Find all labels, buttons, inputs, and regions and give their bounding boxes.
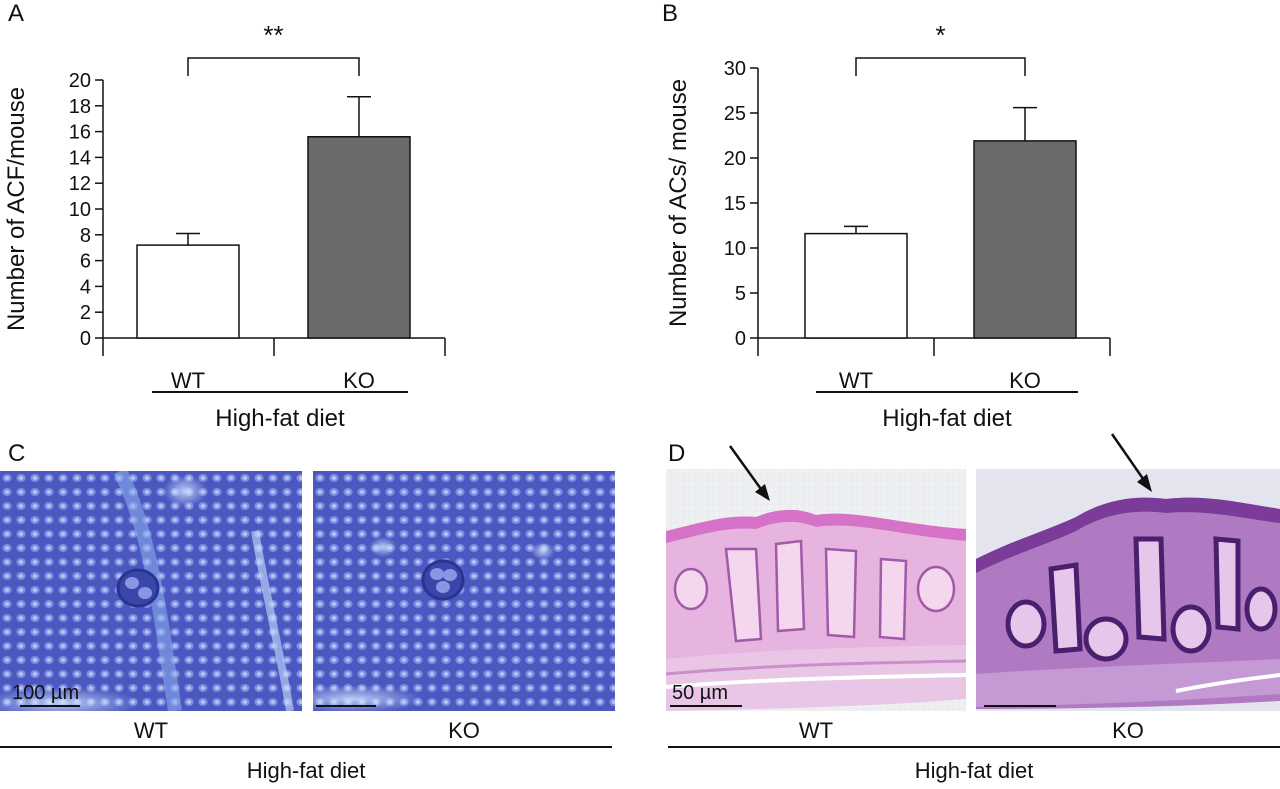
scale-label-c: 100 µm [12,682,80,704]
panel-letter-c: C [8,440,26,467]
significance-marker: * [935,20,945,50]
category-label: WT [839,368,873,393]
panel-letter-d: D [668,440,686,467]
y-tick-label: 25 [724,103,746,125]
panel-letter-a: A [8,0,25,27]
arrow-d-ko [1110,433,1152,492]
panel-letter-b: B [662,0,679,27]
y-tick-label: 18 [69,96,91,118]
significance-marker: ** [263,20,283,50]
group-label-d: High-fat diet [914,758,1034,783]
group-label-c: High-fat diet [246,758,366,783]
micrograph-c-wt [0,471,302,711]
bar-ko [307,136,411,339]
micrograph-d-wt [666,469,966,711]
bar-ko [973,140,1077,339]
chart-a: 0 2 4 6 8 10 12 14 16 18 20 Number of ACF/mouse WT KO… [3,20,446,432]
category-label: KO [343,368,375,393]
group-bracket-c [0,746,612,748]
micrograph-c-ko [313,471,615,711]
micrograph-d-ko [976,469,1280,711]
group-label: High-fat diet [882,405,1012,432]
y-tick-label: 0 [80,328,91,350]
y-axis-label: Number of ACF/mouse [3,87,30,331]
label-d-wt: WT [798,718,834,743]
y-tick-label: 2 [80,302,91,324]
aberrant-crypt-focus [421,559,465,601]
scale-bar-c-wt [20,705,80,707]
label-c-ko: KO [448,718,480,743]
y-tick-label: 20 [724,148,746,170]
chart-b: 0 5 10 15 20 25 30 Number of ACs/ mouse WT KO High… [665,20,1111,432]
y-tick-label: 0 [735,328,746,350]
y-tick-label: 6 [80,251,91,273]
bar-wt [136,244,240,339]
y-tick-label: 10 [724,238,746,260]
y-tick-label: 15 [724,193,746,215]
significance-bracket [855,57,1026,76]
y-tick-label: 30 [724,58,746,80]
y-tick-label: 5 [735,283,746,305]
scale-bar-d-ko [984,705,1056,707]
label-d-ko: KO [1112,718,1144,743]
scale-bar-d-wt [670,705,742,707]
category-label: KO [1009,368,1041,393]
y-tick-label: 8 [80,225,91,247]
significance-bracket [187,57,360,76]
y-tick-label: 14 [69,147,91,169]
label-c-wt: WT [133,718,169,743]
category-label: WT [171,368,205,393]
y-tick-label: 12 [69,173,91,195]
y-tick-label: 20 [69,70,91,92]
y-axis-label: Number of ACs/ mouse [665,79,692,327]
y-tick-label: 4 [80,276,91,298]
arrow-d-wt [728,445,770,501]
aberrant-crypt-focus [116,568,160,608]
y-tick-label: 16 [69,122,91,144]
bar-wt [804,232,908,339]
group-label: High-fat diet [215,405,345,432]
scale-bar-c-ko [316,705,376,707]
y-tick-label: 10 [69,199,91,221]
scale-label-d: 50 µm [672,682,728,704]
group-bracket-d [668,746,1280,748]
